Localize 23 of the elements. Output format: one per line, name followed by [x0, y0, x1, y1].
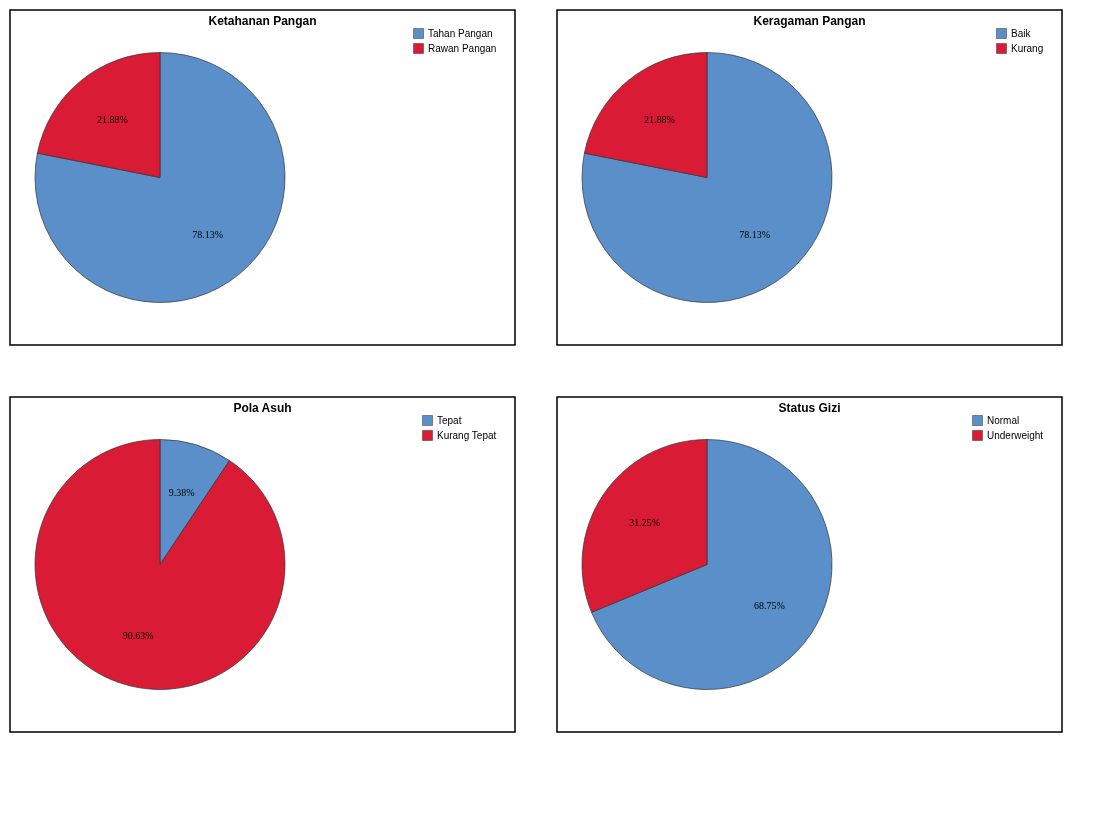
data-label: 90.63%	[122, 630, 154, 642]
pie-slice	[581, 52, 833, 303]
data-label: 31.25%	[629, 516, 661, 528]
legend-label: Baik	[1011, 27, 1032, 39]
chart-title: Status Gizi	[778, 401, 841, 415]
legend-label: Tepat	[437, 414, 462, 426]
data-label: 68.75%	[753, 600, 785, 612]
chart-title: Pola Asuh	[233, 401, 292, 415]
legend-label: Tahan Pangan	[428, 27, 493, 39]
data-label: 21.88%	[96, 113, 128, 125]
legend-label: Underweight	[987, 429, 1044, 441]
pie-slice	[34, 439, 286, 690]
legend-label: Rawan Pangan	[428, 42, 497, 54]
legend-label: Normal	[987, 414, 1020, 426]
pie-slice	[34, 52, 286, 303]
data-label: 21.88%	[643, 113, 675, 125]
data-label: 78.13%	[739, 229, 771, 241]
legend-label: Kurang Tepat	[437, 429, 497, 441]
data-label: 9.38%	[168, 486, 195, 498]
chart-title: Ketahanan Pangan	[208, 14, 317, 28]
data-label: 78.13%	[192, 229, 224, 241]
legend-label: Kurang	[1011, 42, 1044, 54]
chart-title: Keragaman Pangan	[753, 14, 866, 28]
